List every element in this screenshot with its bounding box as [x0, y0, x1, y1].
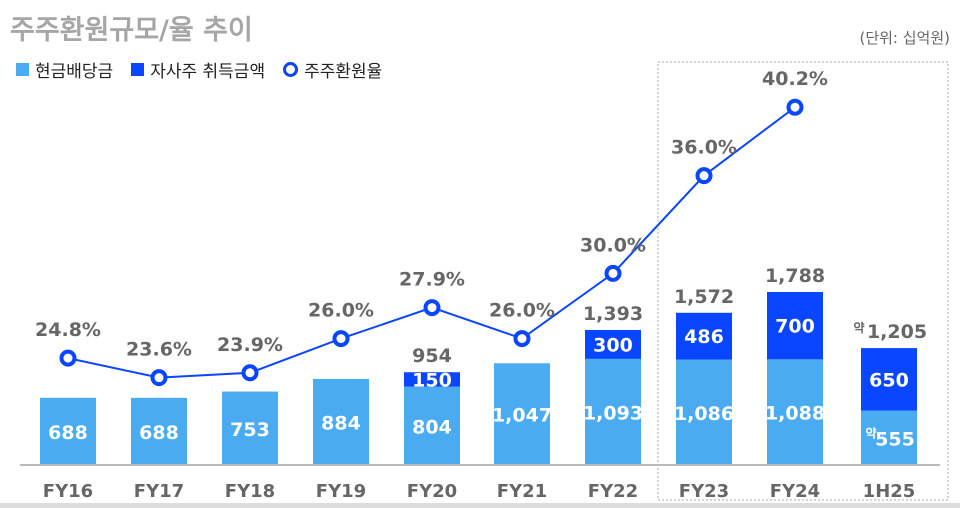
x-tick-FY20: FY20 — [407, 481, 457, 502]
legend-rate: 주주환원율 — [283, 57, 382, 82]
bar-buyback-FY22 — [585, 330, 641, 359]
bar-dividend-1H25 — [861, 410, 917, 464]
bar-dividend-FY22 — [585, 358, 641, 464]
label-dividend-FY24: 1,088 — [765, 403, 825, 425]
label-buyback-FY24: 700 — [775, 316, 815, 338]
x-tick-FY19: FY19 — [316, 481, 366, 502]
legend-buyback: 자사주 취득금액 — [131, 57, 265, 82]
bar-buyback-FY23 — [676, 312, 732, 360]
x-tick-FY16: FY16 — [43, 481, 93, 502]
label-buyback-FY23: 486 — [684, 326, 724, 348]
bar-buyback-FY20 — [404, 372, 460, 387]
label-total-FY20: 954 — [412, 345, 452, 367]
x-tick-FY22: FY22 — [588, 481, 638, 502]
legend-buyback-label: 자사주 취득금액 — [150, 62, 266, 82]
label-total-FY24: 1,788 — [765, 265, 825, 287]
rate-point-FY19 — [332, 330, 350, 348]
label-buyback-FY20: 150 — [412, 369, 452, 391]
bar-dividend-FY18 — [222, 391, 278, 464]
bar-buyback-1H25 — [861, 348, 917, 411]
label-dividend-1H25: 555 — [875, 428, 915, 450]
label-total-1H25: 1,205 — [867, 321, 927, 343]
rate-point-FY24 — [786, 98, 804, 116]
label-rate-FY22: 30.0% — [580, 234, 646, 256]
label-dividend-FY20: 804 — [412, 416, 452, 438]
chart-title: 주주환원규모/율 추이 — [10, 15, 253, 46]
label-dividend-FY22: 1,093 — [583, 402, 643, 424]
label-rate-FY16: 24.8% — [35, 319, 101, 341]
legend: 현금배당금 자사주 취득금액 주주환원율 — [16, 57, 382, 82]
bar-dividend-FY23 — [676, 359, 732, 464]
label-dividend-FY18: 753 — [230, 419, 270, 441]
legend-rate-label: 주주환원율 — [304, 62, 383, 82]
rate-point-FY22 — [604, 264, 622, 282]
bar-buyback-FY24 — [767, 292, 823, 360]
rate-point-FY16 — [59, 349, 77, 367]
label-buyback-1H25: 650 — [869, 369, 909, 391]
bottom-divider — [0, 503, 960, 508]
approx-prefix-total-1H25: 약 — [853, 320, 864, 335]
label-total-FY22: 1,393 — [583, 303, 643, 325]
x-tick-FY21: FY21 — [497, 481, 547, 502]
x-tick-FY18: FY18 — [225, 481, 275, 502]
rate-point-FY18 — [241, 364, 259, 382]
rate-point-FY21 — [513, 330, 531, 348]
label-rate-FY24: 40.2% — [762, 68, 828, 90]
label-rate-FY23: 36.0% — [671, 137, 737, 159]
x-tick-FY24: FY24 — [770, 481, 820, 502]
bar-dividend-FY19 — [313, 378, 369, 464]
label-rate-FY20: 27.9% — [399, 269, 465, 291]
label-rate-FY18: 23.9% — [217, 334, 283, 356]
legend-dividend: 현금배당금 — [16, 57, 113, 82]
label-buyback-FY22: 300 — [593, 334, 633, 356]
label-rate-FY21: 26.0% — [489, 300, 555, 322]
rate-marker-icon — [283, 62, 299, 77]
bar-dividend-FY24 — [767, 359, 823, 464]
label-dividend-FY19: 884 — [321, 412, 361, 434]
rate-point-FY17 — [150, 369, 168, 387]
bar-dividend-FY16 — [40, 397, 96, 464]
dividend-swatch-icon — [16, 63, 29, 76]
legend-dividend-label: 현금배당금 — [35, 62, 114, 82]
label-dividend-FY16: 688 — [48, 422, 88, 444]
label-dividend-FY17: 688 — [139, 422, 179, 444]
bar-dividend-FY20 — [404, 386, 460, 464]
x-tick-FY17: FY17 — [134, 481, 184, 502]
x-tick-1H25: 1H25 — [863, 481, 916, 502]
unit-label: (단위: 십억원) — [859, 29, 950, 47]
bar-dividend-FY21 — [494, 363, 550, 464]
highlight-box — [657, 61, 949, 501]
label-dividend-FY21: 1,047 — [492, 405, 552, 427]
label-dividend-FY23: 1,086 — [674, 403, 734, 425]
rate-point-FY23 — [695, 167, 713, 185]
rate-point-FY20 — [423, 299, 441, 317]
approx-prefix-dividend-1H25: 약 — [865, 425, 876, 440]
label-rate-FY19: 26.0% — [308, 300, 374, 322]
x-tick-FY23: FY23 — [679, 481, 729, 502]
label-total-FY23: 1,572 — [674, 286, 734, 308]
buyback-swatch-icon — [131, 63, 145, 76]
label-rate-FY17: 23.6% — [126, 339, 192, 361]
bar-dividend-FY17 — [131, 397, 187, 464]
